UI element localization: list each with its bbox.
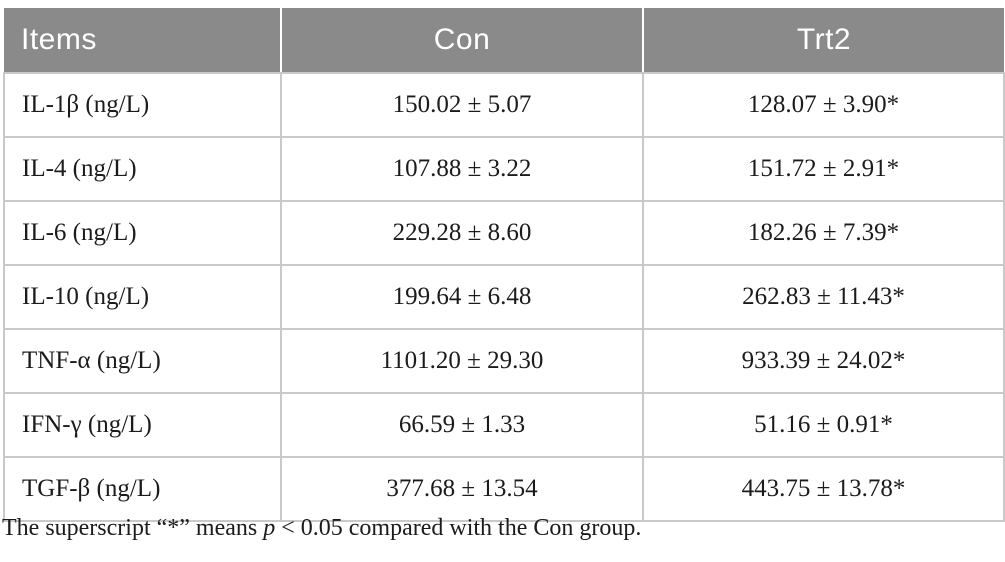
table-row: TGF-β (ng/L) 377.68 ± 13.54 443.75 ± 13.…	[3, 456, 1005, 522]
item-cell: IL-1β (ng/L)	[3, 72, 282, 138]
item-cell: IFN-γ (ng/L)	[3, 392, 282, 458]
table-row: IL-6 (ng/L) 229.28 ± 8.60 182.26 ± 7.39*	[3, 200, 1005, 266]
table-row: IFN-γ (ng/L) 66.59 ± 1.33 51.16 ± 0.91*	[3, 392, 1005, 458]
con-value-cell: 377.68 ± 13.54	[280, 456, 644, 522]
trt2-value-cell: 933.39 ± 24.02*	[642, 328, 1005, 394]
trt2-value-cell: 262.83 ± 11.43*	[642, 264, 1005, 330]
table-row: TNF-α (ng/L) 1101.20 ± 29.30 933.39 ± 24…	[3, 328, 1005, 394]
col-header-con: Con	[281, 8, 644, 74]
cytokine-table: Items Con Trt2 IL-1β (ng/L) 150.02 ± 5.0…	[3, 8, 1005, 522]
table-row: IL-1β (ng/L) 150.02 ± 5.07 128.07 ± 3.90…	[3, 72, 1005, 138]
trt2-value-cell: 128.07 ± 3.90*	[642, 72, 1005, 138]
item-cell: IL-4 (ng/L)	[3, 136, 282, 202]
table-footnote: The superscript “*” means p < 0.05 compa…	[2, 512, 641, 544]
con-value-cell: 1101.20 ± 29.30	[280, 328, 644, 394]
table-body: IL-1β (ng/L) 150.02 ± 5.07 128.07 ± 3.90…	[3, 72, 1005, 522]
col-header-items: Items	[4, 8, 282, 74]
footnote-p-symbol: p	[263, 515, 276, 541]
trt2-value-cell: 51.16 ± 0.91*	[642, 392, 1005, 458]
trt2-value-cell: 182.26 ± 7.39*	[642, 200, 1005, 266]
table-row: IL-10 (ng/L) 199.64 ± 6.48 262.83 ± 11.4…	[3, 264, 1005, 330]
col-header-trt2: Trt2	[643, 8, 1004, 74]
footnote-prefix: The superscript “*” means	[2, 515, 264, 541]
item-cell: IL-10 (ng/L)	[3, 264, 282, 330]
header-row: Items Con Trt2	[4, 8, 1004, 74]
con-value-cell: 199.64 ± 6.48	[280, 264, 644, 330]
trt2-value-cell: 443.75 ± 13.78*	[642, 456, 1005, 522]
footnote-suffix: < 0.05 compared with the Con group.	[275, 515, 642, 541]
table-header: Items Con Trt2	[4, 8, 1004, 74]
trt2-value-cell: 151.72 ± 2.91*	[642, 136, 1005, 202]
table-row: IL-4 (ng/L) 107.88 ± 3.22 151.72 ± 2.91*	[3, 136, 1005, 202]
con-value-cell: 66.59 ± 1.33	[280, 392, 644, 458]
item-cell: TNF-α (ng/L)	[3, 328, 282, 394]
item-cell: TGF-β (ng/L)	[3, 456, 282, 522]
con-value-cell: 107.88 ± 3.22	[280, 136, 644, 202]
con-value-cell: 150.02 ± 5.07	[280, 72, 644, 138]
con-value-cell: 229.28 ± 8.60	[280, 200, 644, 266]
item-cell: IL-6 (ng/L)	[3, 200, 282, 266]
